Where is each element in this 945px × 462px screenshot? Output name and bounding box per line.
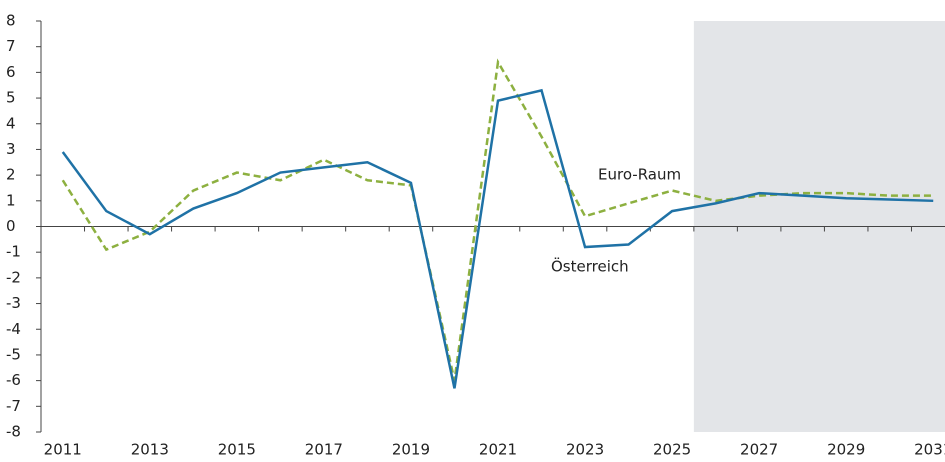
y-tick-label: 2 xyxy=(6,166,16,184)
x-tick-label: 2017 xyxy=(305,441,343,459)
y-tick-label: 6 xyxy=(6,63,16,81)
annotation: Euro-Raum xyxy=(598,166,681,184)
y-tick-label: -6 xyxy=(6,371,21,389)
y-tick-label: 4 xyxy=(6,114,16,132)
y-tick-label: -7 xyxy=(6,397,21,415)
y-tick-label: 8 xyxy=(6,12,16,30)
y-tick-label: 3 xyxy=(6,140,16,158)
x-tick-label: 2025 xyxy=(653,441,691,459)
y-tick-label: -3 xyxy=(6,294,21,312)
y-tick-label: -1 xyxy=(6,243,21,261)
y-tick-label: 0 xyxy=(6,217,16,235)
y-tick-label: 1 xyxy=(6,191,16,209)
x-tick-label: 2023 xyxy=(566,441,604,459)
x-tick-label: 2029 xyxy=(827,441,865,459)
x-tick-label: 2031 xyxy=(914,441,945,459)
line-series xyxy=(61,58,934,381)
y-tick-label: -2 xyxy=(6,268,21,286)
y-tick-label: -8 xyxy=(6,423,21,441)
annotation: Österreich xyxy=(551,257,629,276)
line-series xyxy=(61,88,934,389)
y-tick-label: 7 xyxy=(6,37,16,55)
y-tick-label: -5 xyxy=(6,345,21,363)
y-tick-label: -4 xyxy=(6,320,21,338)
x-tick-label: 2013 xyxy=(131,441,169,459)
x-tick-label: 2019 xyxy=(392,441,430,459)
x-tick-label: 2027 xyxy=(740,441,778,459)
x-tick-label: 2011 xyxy=(44,441,82,459)
x-tick-label: 2015 xyxy=(218,441,256,459)
x-tick-label: 2021 xyxy=(479,441,517,459)
y-tick-label: 5 xyxy=(6,89,16,107)
